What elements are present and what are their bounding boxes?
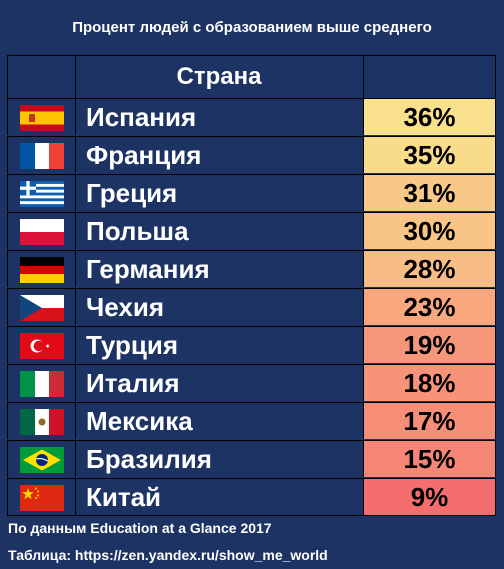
- table-row: Турция 19%: [7, 326, 496, 364]
- country-cell: Чехия: [75, 288, 363, 325]
- flag-cell: [7, 364, 75, 401]
- country-name: Франция: [86, 140, 202, 170]
- country-name: Бразилия: [86, 444, 212, 474]
- value-cell: 30%: [363, 212, 496, 249]
- table-row: Франция 35%: [7, 136, 496, 174]
- percent-value: 15%: [403, 444, 456, 474]
- country-name: Германия: [86, 254, 210, 284]
- header-value-cell: [363, 55, 496, 98]
- country-name: Турция: [86, 330, 179, 360]
- country-name: Мексика: [86, 406, 193, 436]
- table-row: Китай 9%: [7, 478, 496, 516]
- value-cell: 9%: [363, 478, 496, 515]
- table-row: Германия 28%: [7, 250, 496, 288]
- flag-cell: [7, 212, 75, 249]
- percent-value: 9%: [410, 482, 449, 512]
- country-cell: Франция: [75, 136, 363, 173]
- percent-value: 30%: [403, 216, 456, 246]
- table-row: Испания 36%: [7, 98, 496, 136]
- source-note: По данным Education at a Glance 2017: [8, 520, 272, 536]
- czech-flag-icon: [20, 295, 64, 321]
- country-cell: Италия: [75, 364, 363, 401]
- country-cell: Китай: [75, 478, 363, 515]
- table-row: Италия 18%: [7, 364, 496, 402]
- table-row: Мексика 17%: [7, 402, 496, 440]
- brazil-flag-icon: [20, 447, 64, 473]
- country-column-header: Страна: [176, 63, 262, 90]
- poland-flag-icon: [20, 219, 64, 245]
- value-cell: 23%: [363, 288, 496, 325]
- percent-value: 28%: [403, 254, 456, 284]
- country-cell: Турция: [75, 326, 363, 363]
- percent-value: 18%: [403, 368, 456, 398]
- value-cell: 31%: [363, 174, 496, 211]
- country-name: Чехия: [86, 292, 164, 322]
- flag-cell: [7, 174, 75, 211]
- percent-value: 35%: [403, 140, 456, 170]
- flag-cell: [7, 478, 75, 515]
- value-cell: 36%: [363, 98, 496, 135]
- value-cell: 17%: [363, 402, 496, 439]
- country-name: Испания: [86, 102, 197, 132]
- table-row: Греция 31%: [7, 174, 496, 212]
- flag-cell: [7, 326, 75, 363]
- italy-flag-icon: [20, 371, 64, 397]
- percent-value: 17%: [403, 406, 456, 436]
- flag-cell: [7, 402, 75, 439]
- percent-value: 19%: [403, 330, 456, 360]
- flag-cell: [7, 288, 75, 325]
- country-cell: Германия: [75, 250, 363, 287]
- flag-cell: [7, 440, 75, 477]
- value-cell: 18%: [363, 364, 496, 401]
- country-cell: Польша: [75, 212, 363, 249]
- france-flag-icon: [20, 143, 64, 169]
- country-name: Италия: [86, 368, 180, 398]
- country-name: Польша: [86, 216, 189, 246]
- flag-cell: [7, 98, 75, 135]
- value-cell: 15%: [363, 440, 496, 477]
- greece-flag-icon: [20, 181, 64, 207]
- table-row: Бразилия 15%: [7, 440, 496, 478]
- table-row: Чехия 23%: [7, 288, 496, 326]
- china-flag-icon: [20, 485, 64, 511]
- header-country-cell: [75, 55, 363, 98]
- table-header-row: Страна: [7, 55, 496, 98]
- country-cell: Бразилия: [75, 440, 363, 477]
- country-cell: Греция: [75, 174, 363, 211]
- spain-flag-icon: [20, 105, 64, 131]
- value-cell: 35%: [363, 136, 496, 173]
- flag-cell: [7, 136, 75, 173]
- percent-value: 36%: [403, 102, 456, 132]
- turkey-flag-icon: [20, 333, 64, 359]
- value-cell: 28%: [363, 250, 496, 287]
- country-name: Китай: [86, 482, 162, 512]
- percent-value: 31%: [403, 178, 456, 208]
- value-cell: 19%: [363, 326, 496, 363]
- mexico-flag-icon: [20, 409, 64, 435]
- table-bottom-border: [7, 515, 496, 516]
- flag-cell: [7, 250, 75, 287]
- chart-title: Процент людей с образованием выше средне…: [72, 19, 432, 36]
- country-cell: Мексика: [75, 402, 363, 439]
- germany-flag-icon: [20, 257, 64, 283]
- table-link-note: Таблица: https://zen.yandex.ru/show_me_w…: [8, 547, 328, 563]
- percent-value: 23%: [403, 292, 456, 322]
- country-cell: Испания: [75, 98, 363, 135]
- header-flag-cell: [7, 55, 75, 98]
- table-row: Польша 30%: [7, 212, 496, 250]
- country-name: Греция: [86, 178, 178, 208]
